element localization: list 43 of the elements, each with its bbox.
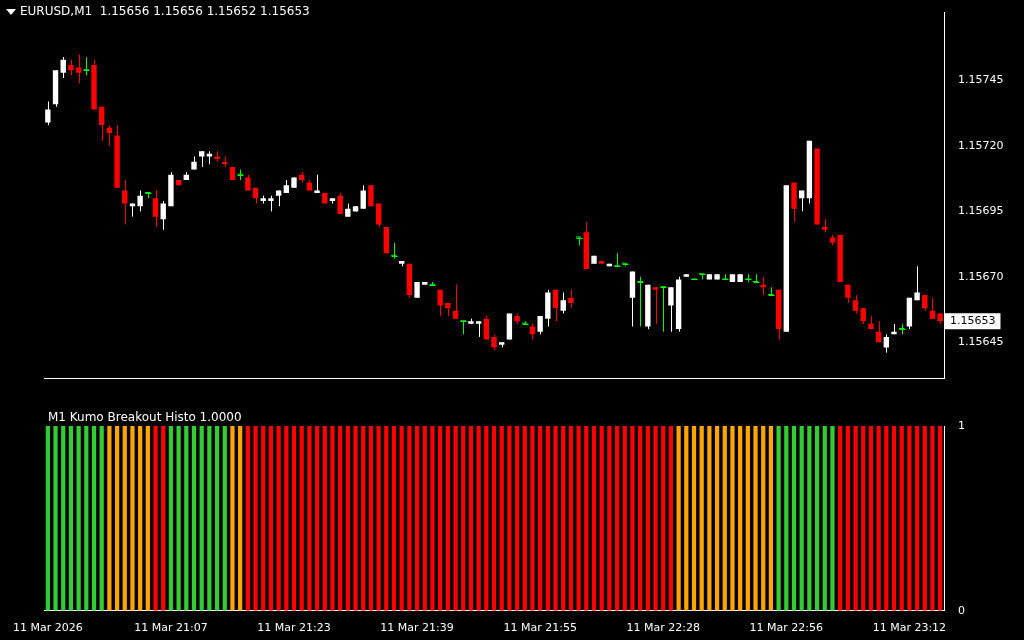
y-tick-label: 1.15695 <box>958 204 1004 218</box>
candlestick <box>799 189 805 212</box>
x-tick-label: 11 Mar 23:12 <box>872 621 947 635</box>
y-tick-label: 1.15745 <box>958 73 1004 87</box>
chart-title: EURUSD,M1 1.15656 1.15656 1.15652 1.15653 <box>20 4 310 18</box>
y-tick-label: 1.15645 <box>958 335 1004 349</box>
x-tick-label: 11 Mar 21:07 <box>134 621 208 635</box>
y-tick-label: 1.15670 <box>958 269 1004 283</box>
candlestick <box>45 101 51 126</box>
y-tick-label: 0 <box>958 603 965 617</box>
candlestick <box>460 320 467 335</box>
x-tick-label: 11 Mar 22:28 <box>626 621 700 635</box>
y-tick-label: 1 <box>958 418 965 432</box>
x-tick-label: 11 Mar 21:55 <box>503 621 577 635</box>
candlestick <box>552 289 559 322</box>
candlestick <box>83 56 90 76</box>
candlestick <box>360 184 366 210</box>
candlestick <box>152 189 159 228</box>
x-tick-label: 11 Mar 2026 <box>12 621 83 635</box>
candlestick <box>437 289 443 317</box>
candlestick <box>929 297 936 320</box>
text: 1.15653 <box>950 314 996 328</box>
x-tick-label: 11 Mar 21:39 <box>380 621 454 635</box>
candlestick <box>568 289 574 309</box>
y-tick-label: 1.15720 <box>958 138 1004 152</box>
candlestick <box>668 286 674 333</box>
candlestick <box>137 189 143 212</box>
candlestick <box>99 106 105 142</box>
candlestick <box>483 315 489 341</box>
candlestick <box>914 265 920 301</box>
chart-title: M1 Kumo Breakout Histo 1.0000 <box>48 410 242 424</box>
candlestick <box>560 291 566 314</box>
candlestick <box>452 284 459 320</box>
candlestick <box>122 179 128 225</box>
candlestick <box>652 286 659 325</box>
candlestick <box>60 56 66 79</box>
candlestick <box>660 286 667 333</box>
candlestick <box>852 294 859 314</box>
x-tick-label: 11 Mar 22:56 <box>749 621 824 635</box>
x-tick-label: 11 Mar 21:23 <box>257 621 331 635</box>
candlestick <box>537 315 543 335</box>
candlestick <box>637 276 644 327</box>
candlestick <box>614 252 621 267</box>
